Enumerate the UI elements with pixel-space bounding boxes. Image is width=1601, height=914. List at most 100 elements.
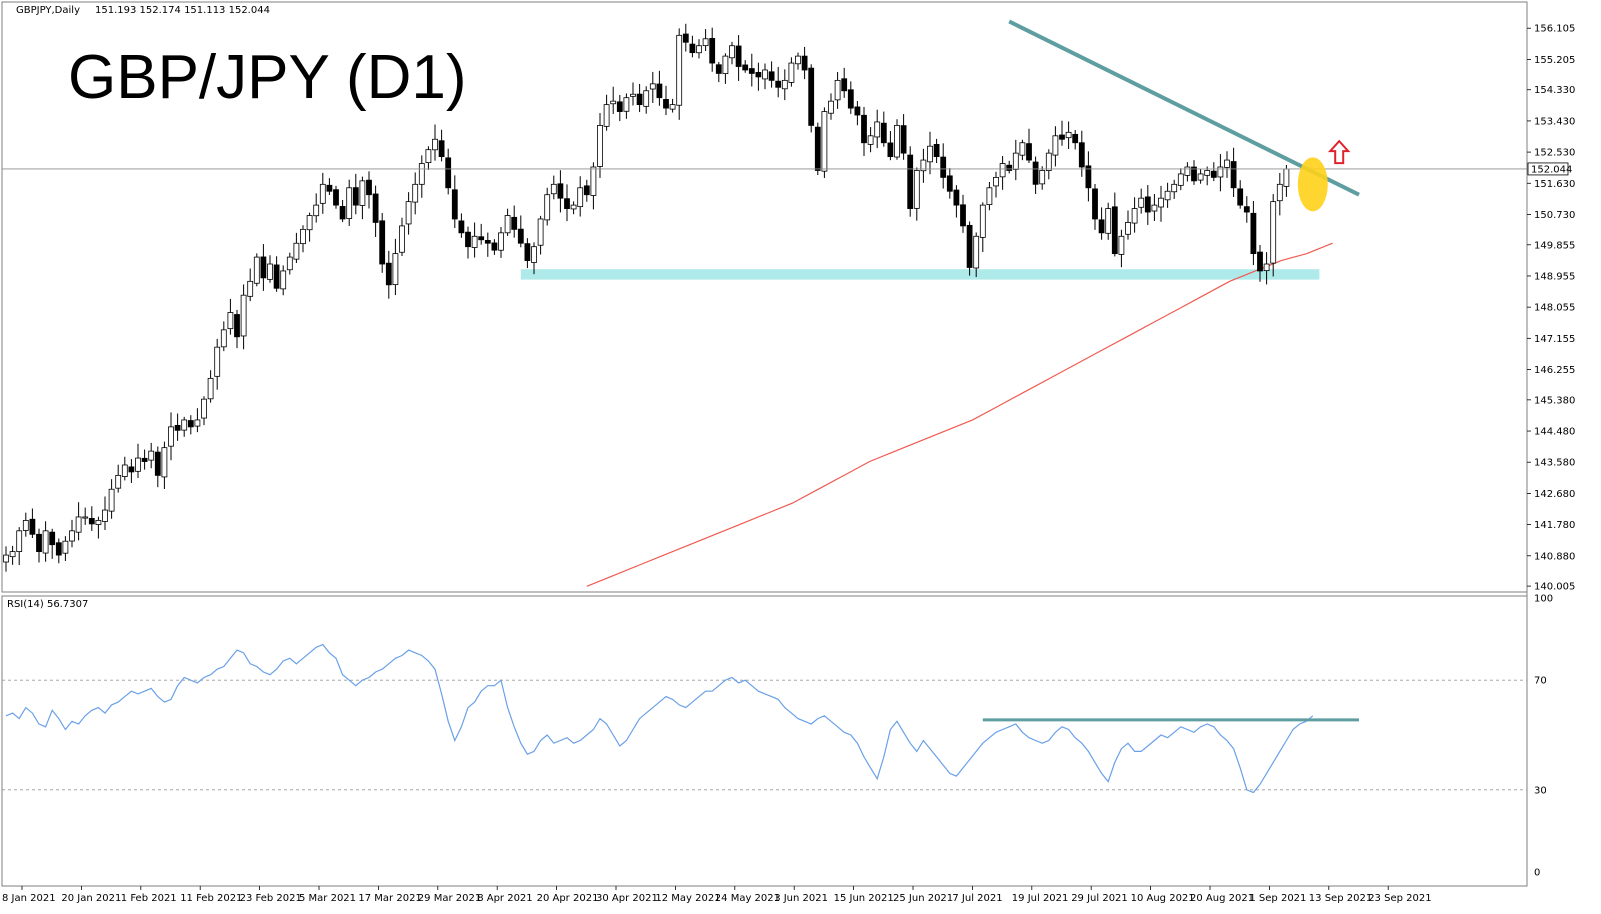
candle-body	[603, 104, 610, 127]
candle-body	[979, 204, 986, 238]
time-tick-label: 19 Jul 2021	[1012, 893, 1069, 904]
candle-body	[293, 242, 300, 260]
candle-body	[385, 262, 392, 286]
candle-body	[82, 516, 89, 519]
rsi-panel-frame	[1, 595, 1528, 887]
candle-body	[894, 125, 900, 158]
candle-body	[141, 457, 148, 462]
candle-body	[1171, 183, 1178, 193]
time-tick-label: 12 May 2021	[655, 893, 720, 904]
time-tick-label: 13 Sep 2021	[1309, 893, 1372, 904]
price-tick-label: 147.155	[1534, 334, 1575, 345]
candle-body	[669, 104, 676, 110]
candle-body	[689, 43, 696, 54]
candle-body	[220, 329, 227, 348]
candle-body	[762, 69, 768, 80]
candle-body	[306, 215, 313, 231]
candle-body	[458, 220, 465, 234]
candle-body	[392, 253, 399, 286]
candle-body	[597, 125, 603, 167]
candle-body	[656, 83, 663, 99]
price-tick-label: 156.105	[1534, 24, 1575, 35]
candle-body	[346, 187, 353, 219]
candle-body	[115, 474, 122, 489]
candle-body	[986, 187, 993, 206]
time-tick-label: 23 Feb 2021	[240, 893, 302, 904]
candle-body	[399, 225, 405, 253]
candle-body	[471, 235, 478, 248]
candle-body	[1032, 161, 1039, 185]
candle-body	[808, 67, 815, 126]
candle-body	[960, 204, 966, 227]
candle-body	[722, 55, 729, 75]
candle-body	[286, 256, 293, 271]
candle-body	[491, 242, 498, 251]
candle-body	[128, 466, 135, 473]
price-tick-label: 144.480	[1534, 427, 1575, 438]
symbol-label: GBPJPY,Daily	[16, 5, 80, 16]
time-tick-label: 10 Aug 2021	[1131, 893, 1195, 904]
time-tick-label: 17 Mar 2021	[358, 893, 421, 904]
candle-body	[359, 180, 366, 206]
candle-body	[1237, 188, 1244, 206]
candle-body	[425, 149, 432, 164]
candle-body	[1243, 206, 1250, 213]
candle-body	[920, 159, 927, 172]
price-tick-label: 151.630	[1534, 179, 1575, 190]
candle-body	[49, 531, 56, 546]
time-tick-label: 1 Sep 2021	[1249, 893, 1306, 904]
candle-body	[577, 187, 584, 208]
candle-body	[1006, 164, 1013, 171]
support-zone-layer	[520, 269, 1320, 280]
candle-body	[1177, 173, 1184, 186]
candle-body	[22, 520, 29, 531]
candle-body	[616, 101, 623, 112]
price-tick-label: 143.580	[1534, 458, 1575, 469]
candle-body	[187, 420, 194, 428]
candle-body	[1164, 190, 1171, 201]
candle-body	[88, 518, 95, 525]
candle-body	[709, 38, 716, 64]
candle-body	[610, 100, 617, 105]
candle-body	[841, 78, 848, 92]
candle-body	[445, 157, 452, 189]
candle-body	[940, 156, 947, 178]
candle-body	[194, 419, 201, 427]
candle-body	[550, 183, 557, 195]
candle-body	[148, 450, 155, 461]
candle-body	[1059, 134, 1065, 140]
candle-body	[201, 398, 207, 419]
candle-body	[16, 530, 23, 552]
moving-average-line	[586, 242, 1333, 587]
candle-body	[735, 45, 742, 67]
candle-body	[168, 426, 174, 447]
support-zone-band	[520, 269, 1320, 280]
candle-body	[174, 424, 181, 431]
time-tick-label: 11 Feb 2021	[180, 893, 242, 904]
candle-body	[478, 236, 485, 241]
candle-body	[590, 166, 597, 196]
candle-body	[676, 34, 683, 106]
candle-body	[795, 55, 801, 65]
candle-body	[451, 189, 458, 220]
candle-body	[643, 90, 650, 107]
candle-body	[42, 530, 49, 554]
price-tick-label: 146.255	[1534, 365, 1575, 376]
price-tick-label: 145.380	[1534, 395, 1575, 406]
candle-body	[75, 516, 82, 533]
candle-body	[966, 224, 973, 268]
candle-body	[537, 218, 544, 246]
candle-body	[1012, 152, 1019, 170]
candle-body	[267, 263, 273, 280]
candle-body	[498, 232, 504, 251]
candle-body	[583, 185, 590, 196]
candle-body	[69, 530, 75, 542]
candle-body	[366, 179, 372, 196]
candle-body	[1270, 201, 1277, 264]
time-tick-label: 20 Aug 2021	[1190, 893, 1254, 904]
candle-body	[946, 175, 953, 192]
time-tick-label: 20 Jan 2021	[61, 893, 121, 904]
rsi-tick-label: 70	[1534, 676, 1547, 687]
